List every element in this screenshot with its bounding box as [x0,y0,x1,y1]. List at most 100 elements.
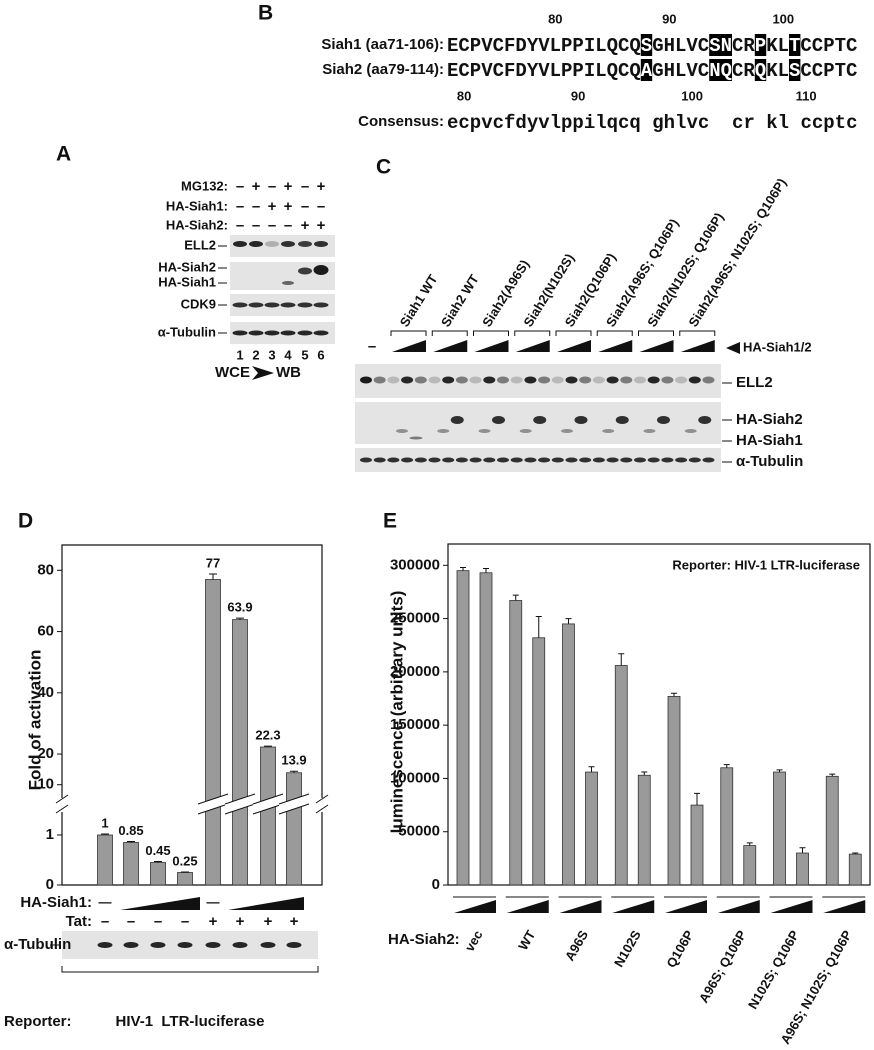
treatment-label: MG132: [181,178,228,193]
bar [637,774,651,886]
blot-band [264,302,280,308]
treatment-sign: + [284,198,293,215]
blot-label: CDK9 [181,296,216,311]
treatment-sign: – [317,198,325,215]
treatment-sign: – [236,178,244,195]
blot-band [414,376,427,384]
blot-band [561,429,573,433]
blot-band [313,330,329,336]
error-bar [512,594,519,601]
group-label: WT [515,928,538,953]
treatment-sign: – [236,198,244,215]
blot [230,235,335,257]
lane-number: 6 [317,347,324,362]
residue-number: 80 [548,11,562,26]
blot-band [606,457,619,463]
blot-band [538,457,551,463]
dose-wedge [598,340,633,352]
residue-highlight [789,34,801,56]
blot-band [442,376,455,384]
bar [456,570,470,886]
bar [205,579,221,886]
group-label: Q106P [663,927,696,970]
group-bracket [514,330,551,336]
blot-label: HA-Siah2 [158,259,216,274]
y-axis-label: luminescence (arbitrary units) [387,591,406,834]
sequence-segment: SN [709,35,732,57]
blot-band [592,376,605,384]
bar-break [198,794,228,814]
blot-band [579,457,592,463]
sequence-segment: CCPTC [800,35,857,57]
blot-band [702,457,715,463]
blot-band [428,376,441,384]
blot-band [248,330,264,336]
blot-band [150,942,166,948]
blot-band [123,942,139,948]
dose-wedge [474,340,509,352]
blot-band [565,376,578,384]
sequence-segment: CCPTC [800,60,857,82]
dose-wedge [506,900,549,913]
bar [743,845,757,886]
blot-band [483,376,496,384]
blot-band [232,330,248,336]
residue-highlight [754,34,767,56]
lane-number: 1 [236,347,243,362]
y-tick-label: 60 [37,623,54,640]
bar [532,637,546,886]
residue-highlight [640,34,653,56]
blot-band [524,457,537,463]
treatment-label: HA-Siah1: [166,198,228,213]
bar [773,771,786,886]
dose-wedge [515,340,550,352]
sequence-segment: KL [766,35,789,57]
blot-band [661,376,674,384]
arrow [252,366,274,380]
error-bar [618,653,625,666]
y-tick-label: 300000 [390,556,440,573]
blot-band [551,457,564,463]
y-tick-label: 40 [37,684,54,701]
blot-band [455,457,468,463]
blot-band [177,942,193,948]
bar [614,665,628,886]
data-label: 77 [206,555,220,570]
error-bar [127,841,135,843]
row-label: HA-Siah1: [20,894,92,911]
tat-sign: – [154,913,162,930]
y-tick-label: 200000 [390,663,440,680]
blot-band [565,457,578,463]
group-bracket [473,330,509,336]
blot-band [643,429,656,433]
blot-band [533,416,547,424]
sequence-segment: CR [732,35,755,57]
error-bar [671,692,677,697]
blot-band [574,416,588,424]
blot-band [519,429,532,433]
y-tick-label: 80 [37,561,54,578]
consensus: ecpvcfdyvlppilqcq ghlvc cr kl ccptc [447,112,857,134]
residue-highlight [709,59,732,81]
y-tick-label: 150000 [390,716,440,733]
blot-band [205,942,221,948]
blot-band [450,416,464,424]
group-label: A96S [562,927,591,963]
treatment-sign: – [301,178,309,195]
data-label: 0.25 [172,853,197,868]
group-label: A96S; Q106P [696,927,750,1005]
bar [848,853,862,886]
bar [562,623,575,886]
sequence-segment: ECPVCFDYVLPPILQCQ [447,35,641,57]
blot-band [698,416,712,424]
blot-band [97,942,113,948]
group-label: Siah2(A96S; Q106P) [603,216,682,329]
blot-band [620,457,633,463]
treatment-sign: + [301,217,310,234]
tat-sign: – [127,913,135,930]
error-bar [746,842,753,846]
y-tick-label: 100000 [390,769,440,786]
residue-highlight [709,34,732,56]
bar-break-edge [278,793,310,815]
blot-band [688,457,701,463]
